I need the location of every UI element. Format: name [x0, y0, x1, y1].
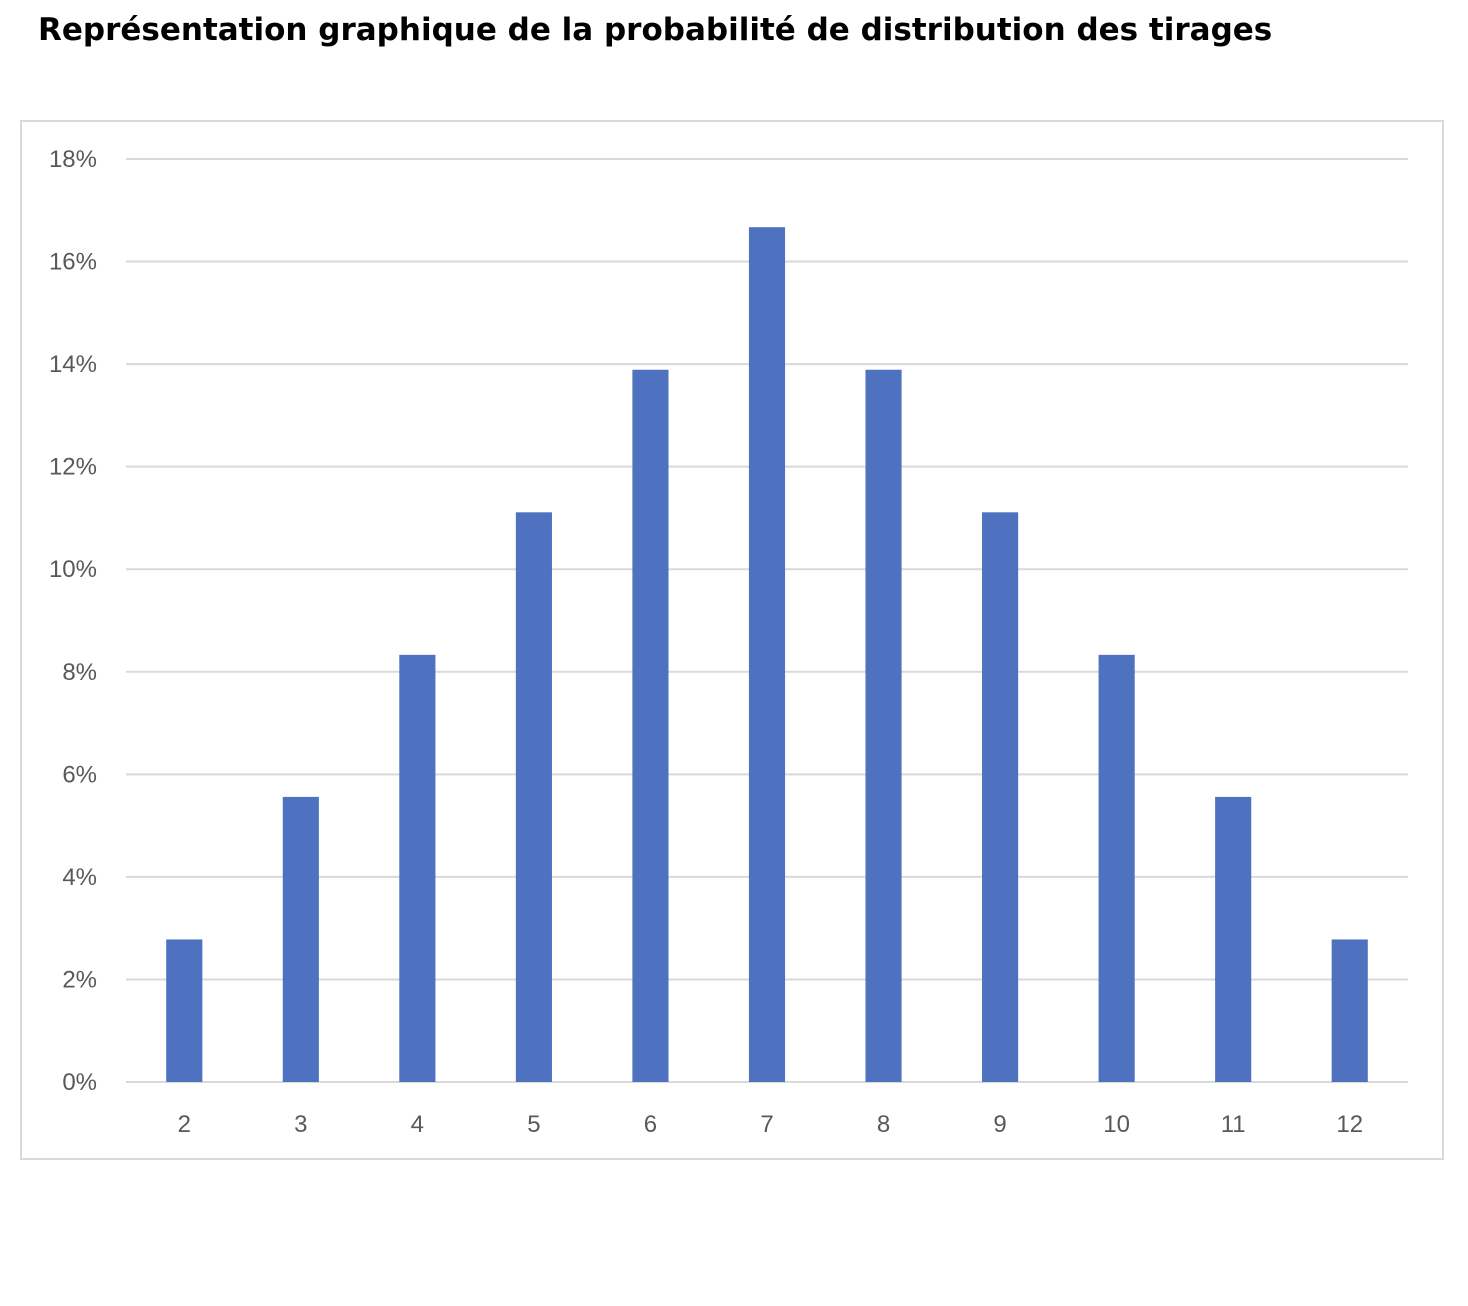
x-tick-label: 4	[411, 1111, 424, 1138]
x-tick-label: 2	[178, 1111, 191, 1138]
y-tick-label: 2%	[62, 966, 97, 993]
chart-title: Représentation graphique de la probabili…	[38, 12, 1273, 48]
x-tick-label: 8	[877, 1111, 890, 1138]
bar	[166, 939, 203, 1082]
x-tick-label: 3	[294, 1111, 307, 1138]
x-tick-label: 9	[993, 1111, 1006, 1138]
y-tick-label: 8%	[62, 659, 97, 686]
bar-chart: 0% 2% 4% 6% 8% 10% 12% 14% 16% 18% 2 3 4 5 6 7 8 9 10 11 12	[49, 146, 1408, 1138]
x-tick-label: 11	[1221, 1111, 1246, 1138]
bar	[748, 227, 786, 1082]
bar	[982, 512, 1019, 1082]
bar	[399, 654, 436, 1082]
bar	[1098, 654, 1135, 1082]
y-tick-label: 10%	[49, 556, 97, 583]
chart-area: 0% 2% 4% 6% 8% 10% 12% 14% 16% 18% 2 3 4 5 6 7 8 9 10 11 12	[20, 120, 1444, 1160]
bar	[1215, 796, 1252, 1082]
y-tick-label: 12%	[49, 454, 97, 481]
bar	[282, 796, 319, 1082]
y-tick-label: 18%	[49, 146, 97, 173]
y-tick-label: 4%	[62, 864, 97, 891]
y-tick-label: 16%	[49, 249, 97, 276]
bar	[515, 512, 552, 1082]
bar	[632, 369, 669, 1082]
y-tick-label: 14%	[49, 351, 97, 378]
y-tick-label: 6%	[62, 761, 97, 788]
x-tick-label: 10	[1103, 1111, 1130, 1138]
x-tick-label: 7	[760, 1111, 773, 1138]
y-tick-label: 0%	[62, 1069, 97, 1096]
bar	[865, 369, 902, 1082]
x-tick-label: 6	[644, 1111, 657, 1138]
bar	[1331, 939, 1368, 1082]
x-tick-label: 12	[1336, 1111, 1363, 1138]
x-tick-label: 5	[527, 1111, 540, 1138]
